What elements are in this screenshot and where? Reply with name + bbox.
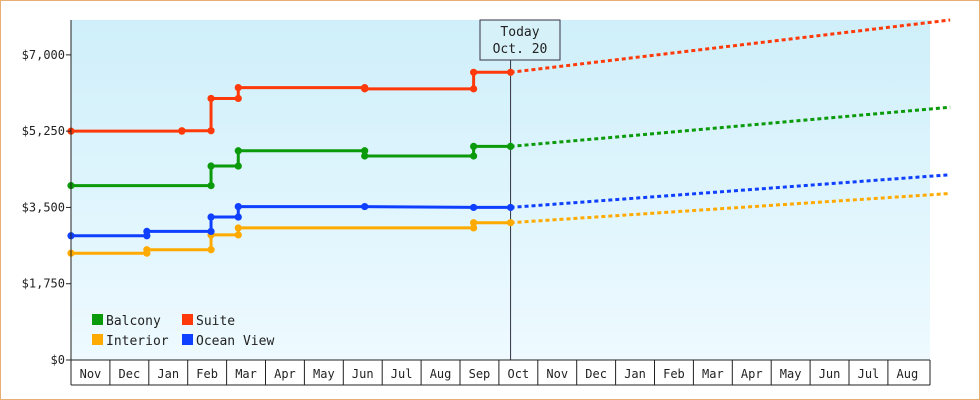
x-tick-label: Jul: [858, 367, 880, 381]
y-tick-label: $0: [51, 353, 65, 367]
plot-area: [71, 20, 930, 360]
today-label-box: [479, 19, 561, 61]
series-forecast-line: [510, 191, 951, 225]
data-point: [234, 202, 242, 211]
data-point: [506, 219, 515, 227]
data-point: [207, 246, 215, 254]
x-tick-label: Apr: [741, 367, 763, 381]
data-point: [234, 162, 242, 170]
x-tick-label: Nov: [80, 367, 102, 381]
data-point: [361, 152, 369, 160]
legend-label: Suite: [196, 314, 235, 329]
legend-item-ocean-view: Ocean View: [182, 334, 274, 349]
data-point: [470, 142, 478, 151]
data-point: [207, 94, 215, 103]
x-tick-label: Apr: [274, 367, 296, 381]
x-tick-label: Jul: [391, 367, 413, 381]
x-tick-label: Dec: [585, 367, 607, 381]
x-tick-label: Aug: [897, 367, 919, 381]
data-point: [234, 224, 242, 232]
data-point: [470, 219, 478, 227]
data-point: [234, 213, 242, 221]
data-point: [361, 85, 369, 93]
data-point: [143, 227, 151, 236]
data-point: [207, 162, 215, 170]
data-point: [470, 85, 478, 93]
legend-swatch: [92, 314, 103, 325]
data-point: [470, 68, 478, 76]
data-point: [506, 203, 515, 212]
data-point: [234, 83, 242, 92]
x-tick-label: Mar: [702, 367, 724, 381]
data-point: [506, 142, 515, 151]
x-tick-label: Jun: [352, 367, 374, 381]
data-point: [470, 224, 478, 232]
data-point: [361, 147, 369, 155]
data-point: [234, 231, 242, 239]
x-tick-label: Sep: [469, 367, 491, 381]
data-point: [361, 202, 369, 211]
data-point: [506, 68, 515, 76]
y-tick-label: $1,750: [22, 277, 65, 291]
legend-item-balcony: Balcony: [92, 314, 161, 329]
x-tick-label: Feb: [663, 367, 685, 381]
legend-swatch: [92, 334, 103, 345]
y-tick-label: $5,250: [22, 124, 65, 138]
x-tick-label: Feb: [196, 367, 218, 381]
legend-swatch: [182, 314, 193, 325]
series-suite: [67, 18, 951, 135]
data-point: [207, 182, 215, 190]
series-forecast-line: [510, 18, 951, 74]
y-tick-label: $7,000: [22, 48, 65, 62]
data-point: [234, 147, 242, 155]
data-point: [143, 246, 151, 254]
series-balcony: [67, 105, 951, 190]
legend-label: Interior: [106, 334, 169, 349]
x-tick-label: Jun: [819, 367, 841, 381]
today-label-line2: Oct. 20: [493, 42, 548, 57]
legend-item-interior: Interior: [92, 334, 169, 349]
data-point: [470, 152, 478, 160]
x-tick-label: Jan: [624, 367, 646, 381]
x-tick-label: Oct: [508, 367, 530, 381]
data-point: [178, 127, 186, 135]
data-point: [207, 127, 215, 135]
x-tick-label: May: [780, 367, 802, 381]
data-point: [234, 94, 242, 103]
y-tick-label: $3,500: [22, 200, 65, 214]
x-tick-label: Aug: [430, 367, 452, 381]
series-ocean-view: [67, 173, 951, 240]
data-point: [207, 213, 215, 221]
series-line: [71, 144, 511, 188]
series-forecast-line: [510, 105, 951, 148]
x-tick-label: Jan: [157, 367, 179, 381]
data-point: [470, 203, 478, 212]
legend-label: Ocean View: [196, 334, 274, 349]
series-forecast-line: [510, 173, 951, 209]
x-tick-label: Dec: [119, 367, 141, 381]
x-tick-label: May: [313, 367, 335, 381]
legend-label: Balcony: [106, 314, 161, 329]
data-point: [207, 227, 215, 236]
legend-item-suite: Suite: [182, 314, 235, 329]
x-tick-label: Nov: [546, 367, 568, 381]
x-tick-label: Mar: [235, 367, 257, 381]
legend-swatch: [182, 334, 193, 345]
today-label-line1: Today: [500, 25, 539, 40]
